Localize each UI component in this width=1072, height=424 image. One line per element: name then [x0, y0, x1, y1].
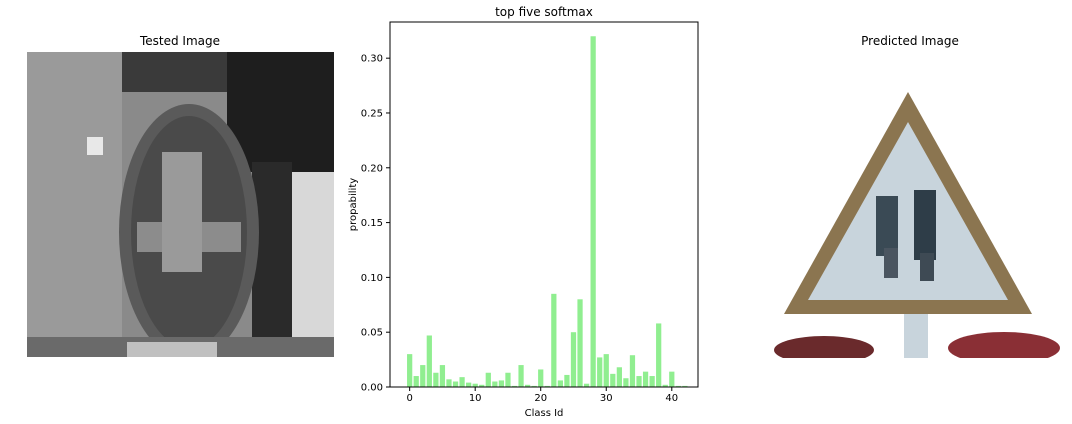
x-axis-label: Class Id [525, 408, 564, 419]
bar-class-15 [505, 372, 511, 387]
bar-class-22 [551, 293, 557, 387]
bar-class-40 [669, 371, 675, 387]
y-tick-label-1: 0.05 [361, 328, 383, 339]
bar-class-41 [675, 385, 681, 387]
predicted-image-title: Predicted Image [861, 34, 959, 48]
bar-class-21 [544, 385, 550, 387]
plot-frame [389, 21, 699, 388]
bar-class-33 [623, 378, 629, 387]
tested-image-pixels [27, 52, 334, 357]
bar-class-25 [570, 332, 577, 387]
bar-class-38 [656, 323, 662, 387]
bar-class-28 [590, 36, 596, 387]
bar-class-4 [433, 372, 439, 387]
y-axis-label: propability [348, 178, 359, 231]
y-tick-label-0: 0.00 [361, 383, 383, 394]
bar-class-24 [564, 374, 570, 387]
bar-class-13 [492, 381, 498, 387]
bar-class-31 [610, 373, 616, 387]
bar-class-42 [682, 385, 688, 387]
bar-class-29 [597, 357, 603, 387]
predicted-image [764, 88, 1062, 358]
bar-class-2 [420, 365, 426, 387]
y-tick-label-3: 0.15 [361, 218, 383, 229]
bar-class-35 [636, 376, 642, 387]
bar-class-6 [446, 379, 452, 387]
bar-class-3 [426, 335, 432, 387]
bar-class-20 [538, 369, 544, 387]
bar-class-18 [525, 384, 531, 387]
bar-class-34 [629, 355, 636, 387]
bar-class-36 [642, 371, 649, 387]
bar-class-10 [472, 383, 478, 387]
x-tick-label-20: 20 [534, 393, 547, 404]
bar-class-7 [452, 381, 459, 387]
plot-area: 0 10 20 30 40 0.00 0.05 0.10 0.15 0.20 0.25 0.30 [361, 21, 699, 404]
y-tick-label-5: 0.25 [361, 108, 383, 119]
bar-class-11 [479, 384, 485, 387]
bar-class-32 [616, 367, 622, 387]
x-tick-label-0: 0 [406, 393, 412, 404]
y-tick-label-6: 0.30 [361, 54, 383, 65]
chart-title: top five softmax [495, 5, 593, 19]
bar-class-9 [466, 382, 472, 387]
x-tick-label-30: 30 [600, 393, 613, 404]
bar-class-5 [439, 365, 446, 387]
bar-class-16 [511, 385, 518, 387]
bar-class-0 [407, 354, 413, 387]
bar-class-26 [577, 299, 583, 387]
x-tick-label-40: 40 [665, 393, 678, 404]
bar-class-30 [603, 354, 609, 387]
tested-image-title: Tested Image [139, 34, 221, 48]
y-tick-label-4: 0.20 [361, 163, 383, 174]
bar-class-17 [518, 365, 524, 387]
x-tick-label-10: 10 [469, 393, 482, 404]
tested-image [27, 52, 334, 357]
bar-class-37 [649, 376, 655, 387]
bar-class-14 [498, 380, 505, 387]
bar-class-12 [485, 372, 491, 387]
bar-class-19 [531, 385, 537, 387]
bar-class-23 [557, 380, 563, 387]
bar-class-39 [662, 384, 668, 387]
y-tick-label-2: 0.10 [361, 273, 383, 284]
bar-class-8 [459, 377, 465, 387]
bar-class-1 [413, 376, 419, 387]
bar-class-27 [583, 383, 590, 387]
predicted-image-pixels [774, 92, 1060, 358]
